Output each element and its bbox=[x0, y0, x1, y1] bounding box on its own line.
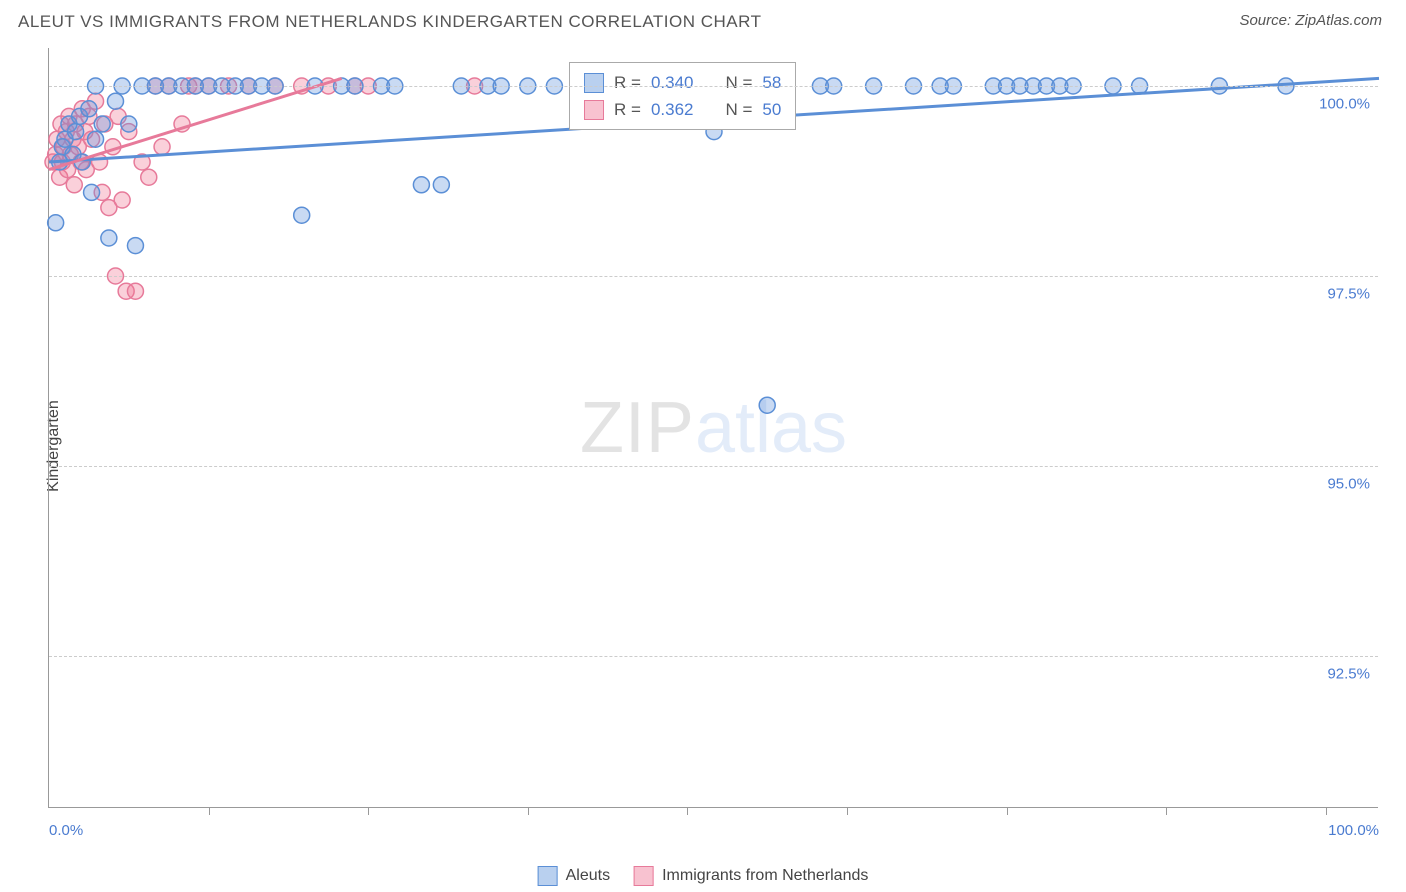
data-point bbox=[121, 116, 137, 132]
data-point bbox=[94, 116, 110, 132]
xtick bbox=[1326, 807, 1327, 815]
ytick-label: 97.5% bbox=[1327, 286, 1370, 303]
chart-header: ALEUT VS IMMIGRANTS FROM NETHERLANDS KIN… bbox=[0, 0, 1406, 40]
swatch-blue-icon bbox=[538, 866, 558, 886]
n-value: 58 bbox=[762, 69, 781, 96]
data-point bbox=[88, 131, 104, 147]
data-point bbox=[48, 215, 64, 231]
data-point bbox=[114, 192, 130, 208]
xtick bbox=[528, 807, 529, 815]
data-point bbox=[127, 238, 143, 254]
data-point bbox=[294, 207, 310, 223]
gridline bbox=[49, 466, 1378, 467]
n-label: N = bbox=[725, 96, 752, 123]
data-point bbox=[141, 169, 157, 185]
xtick bbox=[368, 807, 369, 815]
r-value: 0.340 bbox=[651, 69, 694, 96]
gridline bbox=[49, 656, 1378, 657]
ytick-label: 95.0% bbox=[1327, 476, 1370, 493]
data-point bbox=[81, 101, 97, 117]
r-label: R = bbox=[614, 69, 641, 96]
chart-title: ALEUT VS IMMIGRANTS FROM NETHERLANDS KIN… bbox=[18, 12, 762, 32]
legend-label: Aleuts bbox=[566, 867, 610, 885]
chart-plot-area: ZIPatlas R = 0.340 N = 58 R = 0.362 N = … bbox=[48, 48, 1378, 808]
r-value: 0.362 bbox=[651, 96, 694, 123]
data-point bbox=[108, 93, 124, 109]
xtick bbox=[1007, 807, 1008, 815]
xtick bbox=[1166, 807, 1167, 815]
n-label: N = bbox=[725, 69, 752, 96]
gridline bbox=[49, 276, 1378, 277]
correlation-legend: R = 0.340 N = 58 R = 0.362 N = 50 bbox=[569, 62, 796, 130]
data-point bbox=[66, 177, 82, 193]
swatch-pink-icon bbox=[634, 866, 654, 886]
ytick-label: 92.5% bbox=[1327, 666, 1370, 683]
legend-row-netherlands: R = 0.362 N = 50 bbox=[584, 96, 781, 123]
xtick bbox=[209, 807, 210, 815]
r-label: R = bbox=[614, 96, 641, 123]
chart-source: Source: ZipAtlas.com bbox=[1239, 12, 1382, 29]
data-point bbox=[84, 184, 100, 200]
series-legend: Aleuts Immigrants from Netherlands bbox=[538, 866, 869, 886]
xtick-label-left: 0.0% bbox=[49, 822, 83, 839]
xtick bbox=[687, 807, 688, 815]
legend-row-aleuts: R = 0.340 N = 58 bbox=[584, 69, 781, 96]
scatter-plot-svg bbox=[49, 48, 1378, 807]
legend-item-netherlands: Immigrants from Netherlands bbox=[634, 866, 868, 886]
xtick-label-right: 100.0% bbox=[1328, 822, 1379, 839]
data-point bbox=[127, 283, 143, 299]
swatch-blue-icon bbox=[584, 73, 604, 93]
gridline bbox=[49, 86, 1378, 87]
data-point bbox=[154, 139, 170, 155]
data-point bbox=[433, 177, 449, 193]
xtick bbox=[847, 807, 848, 815]
swatch-pink-icon bbox=[584, 100, 604, 120]
n-value: 50 bbox=[762, 96, 781, 123]
data-point bbox=[101, 230, 117, 246]
legend-item-aleuts: Aleuts bbox=[538, 866, 610, 886]
ytick-label: 100.0% bbox=[1319, 96, 1370, 113]
data-point bbox=[759, 397, 775, 413]
data-point bbox=[413, 177, 429, 193]
legend-label: Immigrants from Netherlands bbox=[662, 867, 868, 885]
data-point bbox=[68, 124, 84, 140]
